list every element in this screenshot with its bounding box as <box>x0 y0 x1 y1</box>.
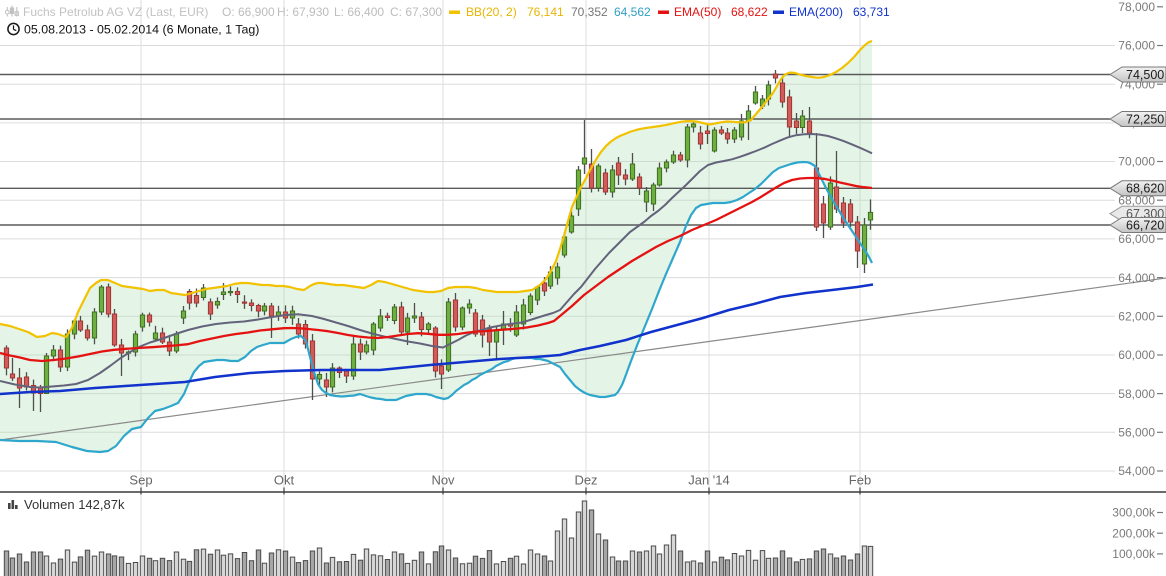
svg-text:EMA(200): EMA(200) <box>789 5 843 19</box>
svg-text:100,00k: 100,00k <box>1112 547 1156 561</box>
svg-text:66,720: 66,720 <box>1126 218 1164 232</box>
svg-text:200,00k: 200,00k <box>1112 526 1156 540</box>
svg-text:54,000: 54,000 <box>1118 464 1155 478</box>
svg-text:05.08.2013 - 05.02.2014 (6 Mon: 05.08.2013 - 05.02.2014 (6 Monate, 1 Tag… <box>24 23 259 37</box>
svg-text:Dez: Dez <box>574 473 597 488</box>
svg-text:64,562: 64,562 <box>614 5 651 19</box>
svg-text:60,000: 60,000 <box>1118 348 1155 362</box>
svg-text:63,731: 63,731 <box>853 5 890 19</box>
svg-text:68,622: 68,622 <box>731 5 768 19</box>
svg-text:68,620: 68,620 <box>1126 182 1164 196</box>
svg-text:66,000: 66,000 <box>1118 232 1155 246</box>
svg-text:58,000: 58,000 <box>1118 387 1155 401</box>
svg-text:70,000: 70,000 <box>1118 155 1155 169</box>
svg-text:O: 66,900: O: 66,900 <box>222 5 275 19</box>
svg-text:EMA(50): EMA(50) <box>674 5 721 19</box>
svg-text:Feb: Feb <box>849 473 871 488</box>
svg-text:78,000: 78,000 <box>1118 0 1155 14</box>
svg-text:56,000: 56,000 <box>1118 426 1155 440</box>
svg-text:74,500: 74,500 <box>1126 68 1164 82</box>
svg-text:H: 67,930: H: 67,930 <box>277 5 329 19</box>
svg-text:Jan '14: Jan '14 <box>688 473 730 488</box>
svg-text:Nov: Nov <box>431 473 455 488</box>
svg-text:300,00k: 300,00k <box>1112 506 1156 520</box>
svg-text:62,000: 62,000 <box>1118 310 1155 324</box>
svg-text:76,141: 76,141 <box>527 5 564 19</box>
svg-text:Volumen 142,87k: Volumen 142,87k <box>24 497 125 512</box>
svg-text:L: 66,400: L: 66,400 <box>334 5 384 19</box>
svg-text:76,000: 76,000 <box>1118 39 1155 53</box>
svg-text:C: 67,300: C: 67,300 <box>390 5 442 19</box>
svg-text:70,352: 70,352 <box>571 5 608 19</box>
svg-text:64,000: 64,000 <box>1118 271 1155 285</box>
svg-text:72,250: 72,250 <box>1126 112 1164 126</box>
svg-text:Fuchs Petrolub AG VZ (Last, EU: Fuchs Petrolub AG VZ (Last, EUR) <box>23 5 208 19</box>
svg-text:Okt: Okt <box>274 473 295 488</box>
svg-text:Sep: Sep <box>129 473 152 488</box>
svg-text:BB(20, 2): BB(20, 2) <box>466 5 517 19</box>
svg-text:68,000: 68,000 <box>1118 193 1155 207</box>
